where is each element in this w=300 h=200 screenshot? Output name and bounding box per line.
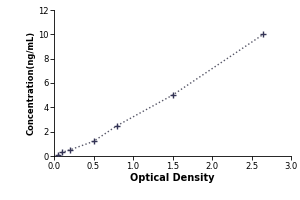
Y-axis label: Concentration(ng/mL): Concentration(ng/mL)	[26, 31, 35, 135]
X-axis label: Optical Density: Optical Density	[130, 173, 215, 183]
